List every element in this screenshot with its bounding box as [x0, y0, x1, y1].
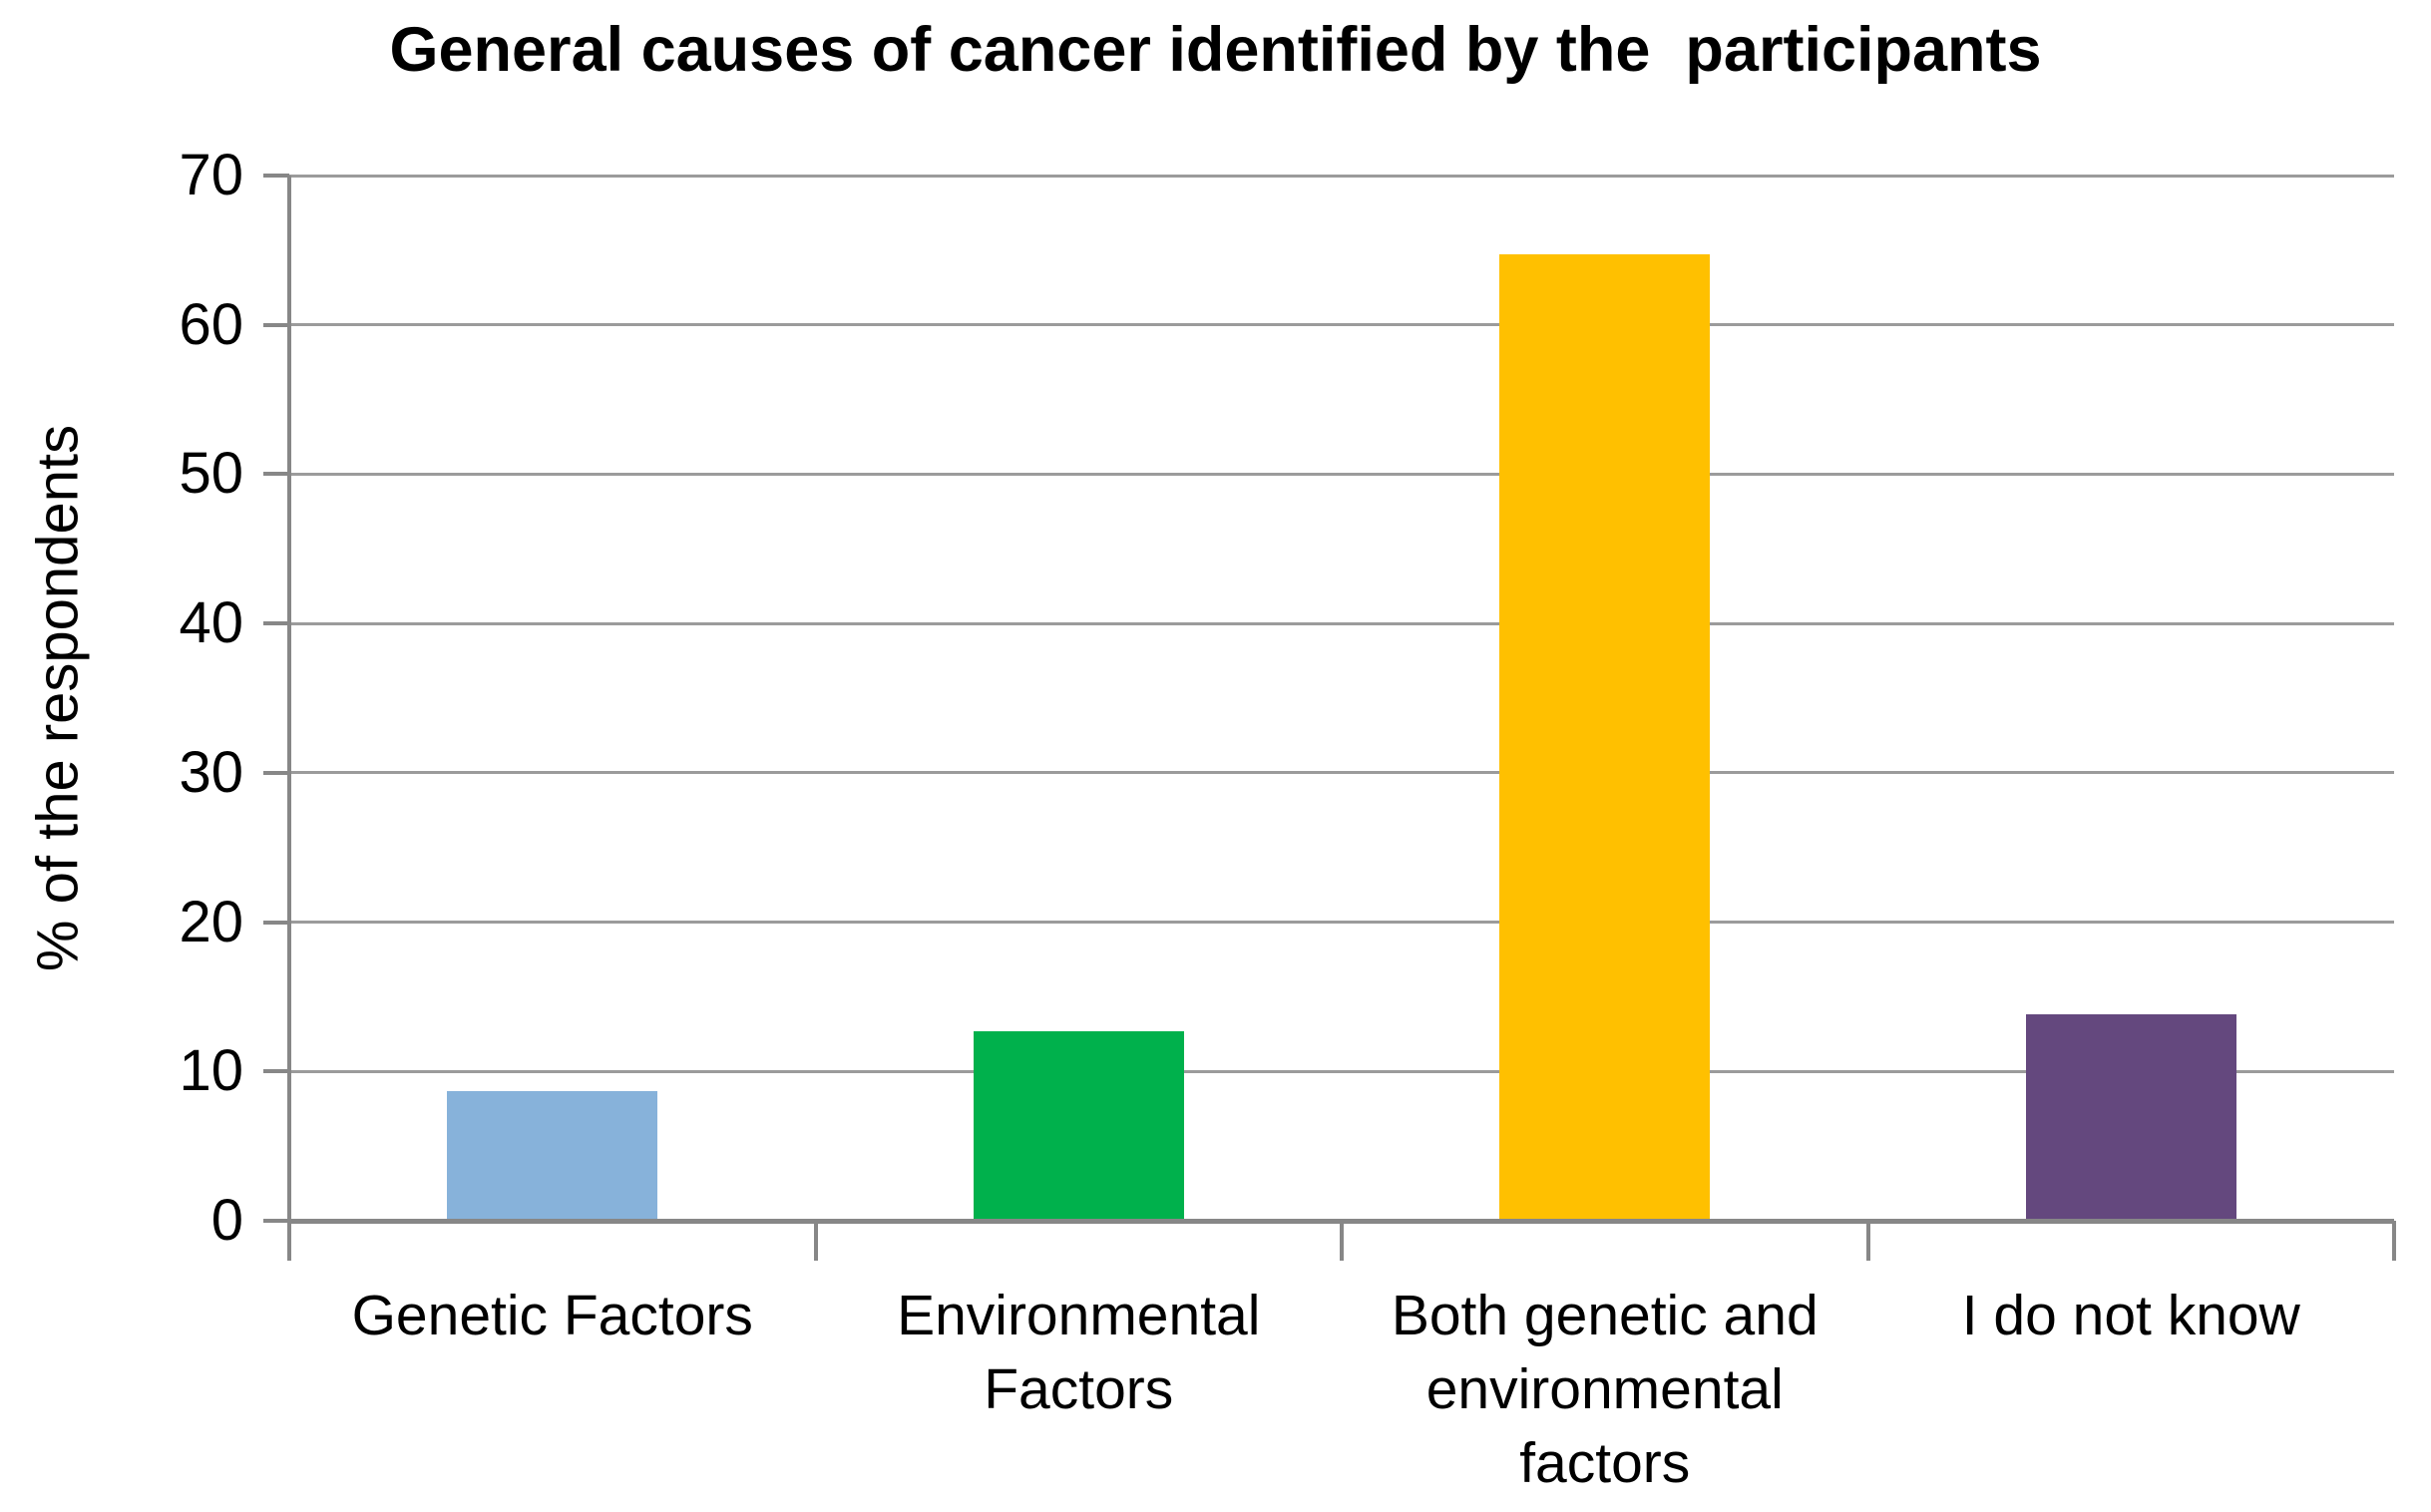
gridline [289, 323, 2394, 327]
y-axis-tick [263, 1219, 289, 1223]
y-axis-tick [263, 920, 289, 925]
chart-title: General causes of cancer identified by t… [389, 15, 2042, 85]
bar-3 [1499, 254, 1711, 1221]
x-axis-tick [813, 1221, 818, 1261]
bar-1 [447, 1090, 658, 1221]
gridline [289, 472, 2394, 476]
y-axis-tick [263, 174, 289, 178]
y-tick-label: 50 [179, 441, 243, 507]
gridline [289, 921, 2394, 925]
x-axis-tick [1340, 1221, 1344, 1261]
y-axis-title: % of the respondents [25, 424, 91, 972]
y-axis-tick [263, 322, 289, 327]
y-axis-tick [263, 472, 289, 477]
y-tick-label: 20 [179, 889, 243, 954]
bar-4 [2025, 1014, 2236, 1221]
y-axis-line [287, 176, 291, 1221]
y-axis-tick [263, 621, 289, 626]
y-tick-label: 30 [179, 739, 243, 805]
y-tick-label: 10 [179, 1038, 243, 1104]
y-axis-tick [263, 770, 289, 775]
y-tick-label: 70 [179, 143, 243, 207]
x-category-label: Both genetic and environmental factors [1391, 1284, 1819, 1496]
y-axis-tick [263, 1069, 289, 1074]
y-tick-label: 40 [179, 590, 243, 656]
x-category-label: Environmental Factors [897, 1284, 1261, 1422]
bar-2 [973, 1030, 1184, 1221]
y-tick-label: 60 [179, 291, 243, 357]
x-axis-tick [1865, 1221, 1870, 1261]
x-category-label: I do not know [1961, 1284, 2300, 1347]
gridline [289, 1069, 2394, 1073]
y-tick-label: 0 [210, 1188, 243, 1253]
gridline [289, 621, 2394, 625]
gridline [289, 771, 2394, 775]
x-axis-tick [2392, 1221, 2396, 1261]
gridline [289, 174, 2394, 178]
x-category-label: Genetic Factors [351, 1284, 753, 1347]
x-axis-tick [287, 1221, 291, 1261]
